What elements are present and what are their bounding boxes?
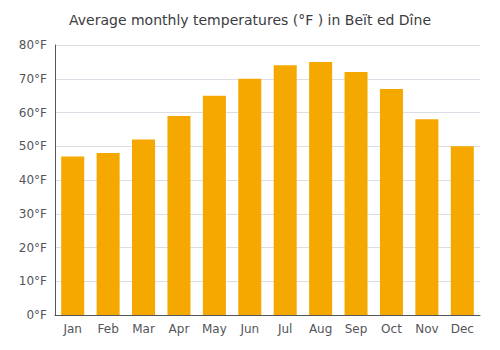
svg-text:50°F: 50°F (19, 139, 47, 153)
svg-text:0°F: 0°F (26, 308, 47, 322)
svg-text:30°F: 30°F (19, 207, 47, 221)
svg-text:80°F: 80°F (19, 38, 47, 52)
svg-text:Aug: Aug (309, 322, 332, 336)
svg-text:20°F: 20°F (19, 241, 47, 255)
svg-text:Average monthly temperatures (: Average monthly temperatures (°F ) in Be… (69, 12, 431, 28)
svg-text:Sep: Sep (345, 322, 368, 336)
svg-text:Jun: Jun (239, 322, 259, 336)
svg-text:40°F: 40°F (19, 173, 47, 187)
svg-text:Feb: Feb (98, 322, 119, 336)
svg-text:60°F: 60°F (19, 106, 47, 120)
svg-text:Dec: Dec (451, 322, 474, 336)
svg-text:Jul: Jul (277, 322, 292, 336)
svg-text:Nov: Nov (415, 322, 438, 336)
svg-text:10°F: 10°F (19, 274, 47, 288)
svg-text:Mar: Mar (132, 322, 155, 336)
svg-text:Jan: Jan (62, 322, 82, 336)
svg-text:Apr: Apr (169, 322, 190, 336)
svg-text:70°F: 70°F (19, 72, 47, 86)
svg-text:May: May (202, 322, 227, 336)
svg-text:Oct: Oct (381, 322, 402, 336)
